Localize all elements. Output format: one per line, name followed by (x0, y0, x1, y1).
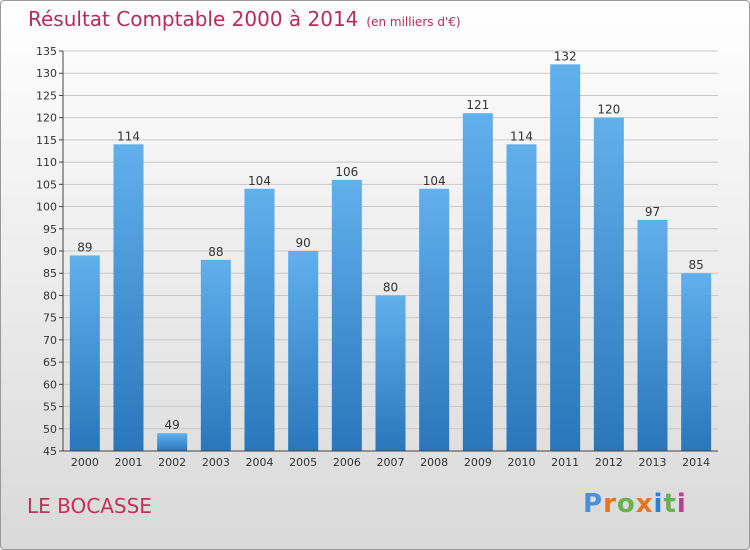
logo-letter: i (676, 489, 687, 519)
x-tick-label: 2009 (464, 456, 492, 469)
bar-value-label: 80 (383, 280, 398, 294)
bar (681, 273, 712, 451)
bar-value-label: 90 (296, 236, 311, 250)
bar-value-label: 121 (466, 98, 489, 112)
y-tick-label: 125 (36, 89, 57, 102)
logo-letter: x (635, 489, 654, 519)
bar-value-label: 104 (423, 174, 446, 188)
y-tick-label: 135 (36, 45, 57, 58)
bars (69, 64, 712, 452)
bar-value-label: 120 (597, 103, 620, 117)
bar-value-label: 49 (165, 418, 180, 432)
y-tick-label: 60 (43, 378, 57, 391)
x-tick-label: 2007 (377, 456, 405, 469)
x-tick-label: 2006 (333, 456, 361, 469)
bar (244, 188, 275, 451)
x-tick-label: 2001 (115, 456, 143, 469)
y-tick-label: 105 (36, 178, 57, 191)
x-tick-label: 2000 (71, 456, 99, 469)
x-tick-label: 2013 (639, 456, 667, 469)
proxiti-logo: Proxiti (583, 489, 687, 519)
logo-letter: t (663, 489, 677, 519)
y-tick-label: 75 (43, 312, 57, 325)
y-tick-label: 65 (43, 356, 57, 369)
y-tick-label: 130 (36, 67, 57, 80)
bar (157, 433, 188, 451)
y-tick-label: 120 (36, 112, 57, 125)
logo-letter: r (603, 489, 617, 519)
y-tick-label: 100 (36, 201, 57, 214)
x-tick-label: 2010 (508, 456, 536, 469)
x-tick-label: 2012 (595, 456, 623, 469)
bar-value-label: 88 (208, 245, 223, 259)
y-tick-label: 95 (43, 223, 57, 236)
y-tick-label: 70 (43, 334, 57, 347)
labels: 45 50 55 60 65 70 75 80 85 90 95 100 105 110 115 120 125… (36, 45, 710, 469)
logo-letter: P (583, 489, 604, 519)
y-tick-label: 115 (36, 134, 57, 147)
axes (59, 50, 718, 452)
x-tick-label: 2003 (202, 456, 230, 469)
x-tick-label: 2011 (551, 456, 579, 469)
y-tick-label: 80 (43, 289, 57, 302)
bar (419, 188, 450, 451)
x-tick-label: 2014 (682, 456, 710, 469)
chart-title: Résultat Comptable 2000 à 2014 (en millie… (28, 7, 461, 31)
bar (200, 259, 231, 451)
bar-value-label: 104 (248, 174, 271, 188)
bar (506, 144, 537, 452)
bar (637, 219, 668, 451)
chart-subtitle: (en milliers d'€) (366, 15, 461, 29)
bar-value-label: 114 (510, 129, 533, 143)
commune-name: LE BOCASSE (27, 494, 152, 518)
x-tick-label: 2002 (158, 456, 186, 469)
chart-title-text: Résultat Comptable 2000 à 2014 (28, 7, 359, 31)
x-tick-label: 2005 (289, 456, 317, 469)
bar (288, 251, 319, 451)
bar-value-label: 106 (335, 165, 358, 179)
bar (69, 255, 100, 451)
bar-value-label: 89 (77, 240, 92, 254)
bar-value-label: 114 (117, 129, 140, 143)
y-tick-label: 85 (43, 267, 57, 280)
logo-letter: o (616, 489, 636, 519)
x-tick-label: 2008 (420, 456, 448, 469)
logo-letter: i (653, 489, 664, 519)
y-tick-label: 50 (43, 423, 57, 436)
bar-value-label: 97 (645, 205, 660, 219)
y-tick-label: 45 (43, 445, 57, 458)
y-tick-label: 110 (36, 156, 57, 169)
bar-value-label: 85 (689, 258, 704, 272)
bar (462, 113, 493, 451)
bar (550, 64, 581, 452)
x-tick-label: 2004 (246, 456, 274, 469)
bar (375, 295, 406, 451)
bar-value-label: 132 (554, 49, 577, 63)
y-tick-label: 55 (43, 401, 57, 414)
bar (113, 144, 144, 452)
bar (331, 179, 362, 451)
bar (593, 117, 624, 452)
y-tick-label: 90 (43, 245, 57, 258)
